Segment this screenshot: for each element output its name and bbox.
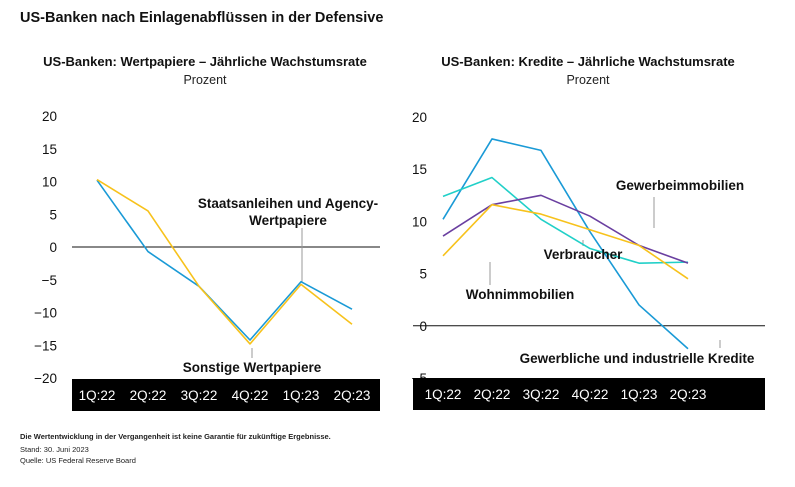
y-tick-label: 5 <box>419 267 427 282</box>
y-tick-label: −10 <box>34 306 57 321</box>
series-annotation: Sonstige Wertpapiere <box>183 360 322 375</box>
y-tick-label: 15 <box>42 142 57 157</box>
y-tick-label: −5 <box>42 273 57 288</box>
chart-title-loans: US-Banken: Kredite – Jährliche Wachstums… <box>441 54 735 69</box>
footer-source: Quelle: US Federal Reserve Board <box>20 456 136 465</box>
series-annotation: Wertpapiere <box>249 213 327 228</box>
y-tick-label: 20 <box>412 110 427 125</box>
series-line-0-1 <box>96 178 353 345</box>
y-tick-label: 10 <box>412 214 427 229</box>
x-tick-label: 2Q:23 <box>334 388 371 403</box>
x-tick-label: 3Q:22 <box>523 387 560 402</box>
y-tick-label: 10 <box>42 175 57 190</box>
series-line-0-0 <box>96 179 353 341</box>
series-annotation: Gewerbliche und industrielle Kredite <box>520 351 755 366</box>
chart-subtitle-loans: Prozent <box>566 73 610 87</box>
series-annotation: Gewerbeimmobilien <box>616 178 744 193</box>
y-tick-label: −20 <box>34 371 57 386</box>
chart-subtitle-securities: Prozent <box>183 73 227 87</box>
chart-title-securities: US-Banken: Wertpapiere – Jährliche Wachs… <box>43 54 367 69</box>
x-tick-label: 4Q:22 <box>572 387 609 402</box>
series-annotation: Wohnimmobilien <box>466 287 575 302</box>
series-line-1-1 <box>442 176 689 264</box>
x-tick-label: 1Q:22 <box>425 387 462 402</box>
x-tick-label: 2Q:23 <box>670 387 707 402</box>
x-tick-label: 2Q:22 <box>130 388 167 403</box>
series-line-1-2 <box>442 194 689 264</box>
footer-date: Stand: 30. Juni 2023 <box>20 445 89 454</box>
y-tick-label: 0 <box>49 240 57 255</box>
page-title: US-Banken nach Einlagenabflüssen in der … <box>20 10 384 26</box>
y-tick-label: 15 <box>412 162 427 177</box>
y-tick-label: 20 <box>42 109 57 124</box>
x-axis-band <box>72 379 380 411</box>
x-tick-label: 4Q:22 <box>232 388 269 403</box>
x-tick-label: 2Q:22 <box>474 387 511 402</box>
x-tick-label: 1Q:23 <box>283 388 320 403</box>
x-tick-label: 3Q:22 <box>181 388 218 403</box>
x-tick-label: 1Q:23 <box>621 387 658 402</box>
y-tick-label: 5 <box>49 207 57 222</box>
y-tick-label: −15 <box>34 338 57 353</box>
series-line-1-3 <box>442 203 689 280</box>
series-annotation: Staatsanleihen und Agency- <box>198 196 378 211</box>
x-axis-band <box>413 378 765 410</box>
series-annotation: Verbraucher <box>544 247 624 262</box>
footer-disclaimer: Die Wertentwicklung in der Vergangenheit… <box>20 432 331 441</box>
x-tick-label: 1Q:22 <box>79 388 116 403</box>
series-line-1-0 <box>442 138 689 350</box>
